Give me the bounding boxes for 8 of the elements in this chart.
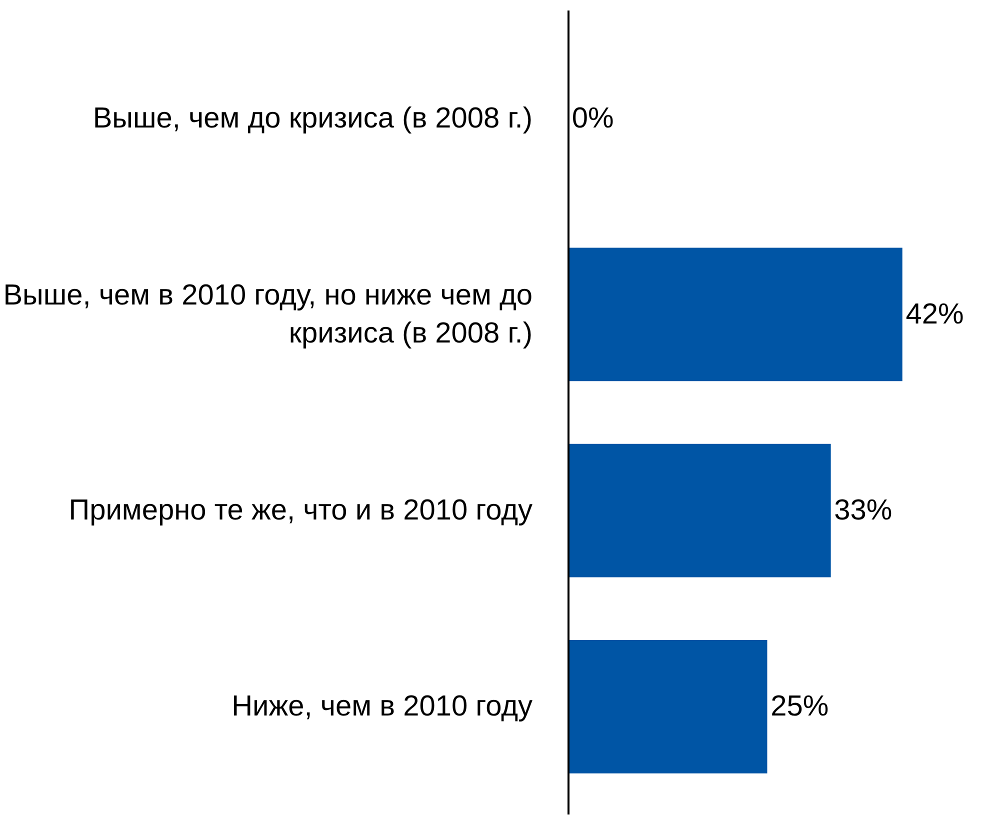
y-tick-label: Примерно те же, что и в 2010 году (68, 494, 533, 527)
y-tick-label: Выше, чем до кризиса (в 2008 г.) (92, 102, 533, 134)
data-label: 42% (906, 298, 964, 330)
data-label: 25% (770, 690, 829, 723)
y-tick-label: Ниже, чем в 2010 году (232, 690, 533, 723)
data-label: 0% (572, 102, 614, 134)
y-tick-label: Выше, чем в 2010 году, но ниже чем до кризиса (в 2008 г.) (3, 279, 533, 350)
data-label: 33% (834, 494, 892, 527)
